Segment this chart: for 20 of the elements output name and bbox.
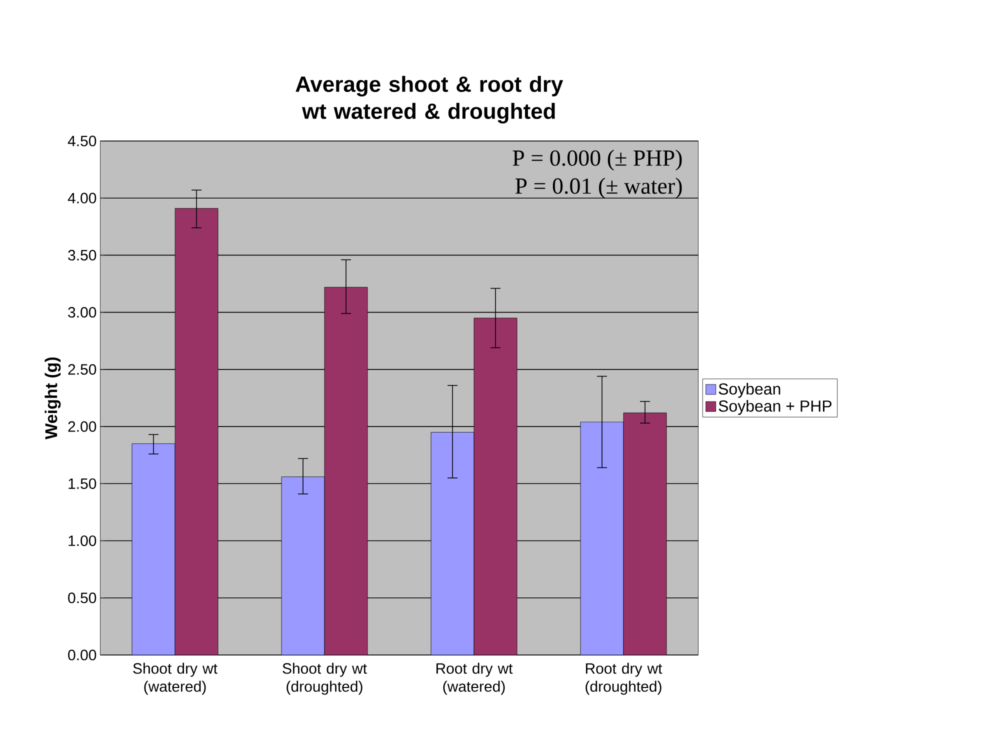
y-tick-label: 2.50 (68, 364, 96, 375)
annotation: P = 0.000 (± PHP) (512, 150, 682, 171)
legend-label: Soybean + PHP (718, 400, 832, 415)
y-axis-title: Weight (g) (44, 357, 61, 440)
y-tick-label: 1.00 (68, 535, 96, 546)
annotation: P = 0.01 (± water) (515, 178, 682, 199)
x-tick-label: Shoot dry wt (droughted) (282, 662, 367, 695)
y-tick-label: 4.50 (68, 136, 96, 146)
y-tick-label: 0.00 (68, 650, 96, 660)
x-tick-label: Root dry wt (droughted) (586, 662, 662, 695)
y-tick-label: 1.50 (68, 478, 96, 489)
y-tick-label: 3.50 (68, 250, 96, 261)
y-tick-label: 0.50 (68, 592, 96, 604)
x-tick-label: Root dry wt (watered) (436, 662, 513, 695)
y-tick-label: 4.00 (68, 192, 96, 204)
x-tick-label: Shoot dry wt (watered) (133, 662, 218, 695)
y-tick-label: 2.00 (68, 421, 96, 432)
y-tick-label: 3.00 (68, 307, 96, 318)
chart-title: Average shoot & root dry wt watered & droughted (296, 76, 564, 124)
legend-label: Soybean (718, 382, 780, 398)
